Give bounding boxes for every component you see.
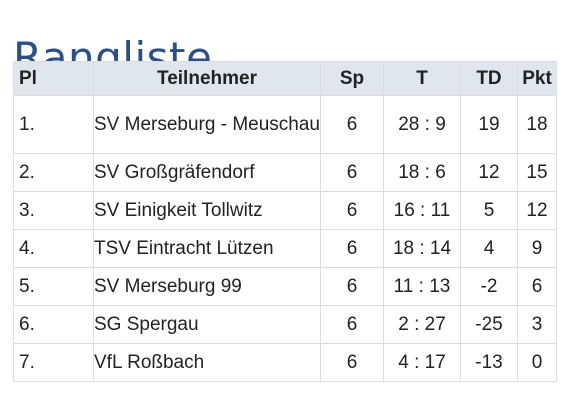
table-row: 6. SG Spergau 6 2 : 27 -25 3 [13,305,557,344]
cell-team-name[interactable]: SV Merseburg 99 [93,267,321,306]
table-row: 5. SV Merseburg 99 6 11 : 13 -2 6 [13,267,557,306]
cell-team-name[interactable]: SG Spergau [93,305,321,344]
cell-goal-difference: -25 [460,305,518,344]
cell-points: 12 [517,191,557,230]
table-row: 2. SV Großgräfendorf 6 18 : 6 12 15 [13,153,557,192]
cell-points: 0 [517,343,557,382]
cell-goal-difference: -13 [460,343,518,382]
cell-games: 6 [320,305,384,344]
cell-games: 6 [320,191,384,230]
cell-points: 18 [517,95,557,154]
cell-place: 3. [13,191,94,230]
cell-goals: 28 : 9 [383,95,461,154]
cell-goal-difference: 4 [460,229,518,268]
cell-points: 15 [517,153,557,192]
cell-goals: 18 : 6 [383,153,461,192]
column-header-goals: T [383,61,461,96]
cell-goal-difference: 5 [460,191,518,230]
cell-goals: 4 : 17 [383,343,461,382]
cell-points: 6 [517,267,557,306]
cell-place: 7. [13,343,94,382]
column-header-games: Sp [320,61,384,96]
cell-games: 6 [320,267,384,306]
table-row: 4. TSV Eintracht Lützen 6 18 : 14 4 9 [13,229,557,268]
column-header-place: Pl [13,61,94,96]
cell-games: 6 [320,343,384,382]
cell-games: 6 [320,95,384,154]
cell-goals: 16 : 11 [383,191,461,230]
cell-goal-difference: 12 [460,153,518,192]
cell-team-name[interactable]: SV Einigkeit Tollwitz [93,191,321,230]
cell-goal-difference: 19 [460,95,518,154]
column-header-goal-difference: TD [460,61,518,96]
table-row: 1. SV Merseburg - Meuschau 6 28 : 9 19 1… [13,95,557,154]
cell-place: 2. [13,153,94,192]
table-row: 7. VfL Roßbach 6 4 : 17 -13 0 [13,343,557,382]
cell-team-name[interactable]: SV Merseburg - Meuschau [93,95,321,154]
cell-games: 6 [320,153,384,192]
cell-goal-difference: -2 [460,267,518,306]
cell-goals: 11 : 13 [383,267,461,306]
table-header-row: Pl Teilnehmer Sp T TD Pkt [13,61,557,96]
table-row: 3. SV Einigkeit Tollwitz 6 16 : 11 5 12 [13,191,557,230]
standings-table: Pl Teilnehmer Sp T TD Pkt 1. SV Mersebur… [13,61,557,382]
cell-games: 6 [320,229,384,268]
column-header-points: Pkt [517,61,557,96]
cell-goals: 18 : 14 [383,229,461,268]
cell-team-name[interactable]: SV Großgräfendorf [93,153,321,192]
cell-place: 4. [13,229,94,268]
cell-team-name[interactable]: VfL Roßbach [93,343,321,382]
cell-place: 5. [13,267,94,306]
cell-place: 1. [13,95,94,154]
cell-points: 9 [517,229,557,268]
cell-points: 3 [517,305,557,344]
cell-team-name[interactable]: TSV Eintracht Lützen [93,229,321,268]
cell-place: 6. [13,305,94,344]
cell-goals: 2 : 27 [383,305,461,344]
column-header-participant: Teilnehmer [93,61,321,96]
